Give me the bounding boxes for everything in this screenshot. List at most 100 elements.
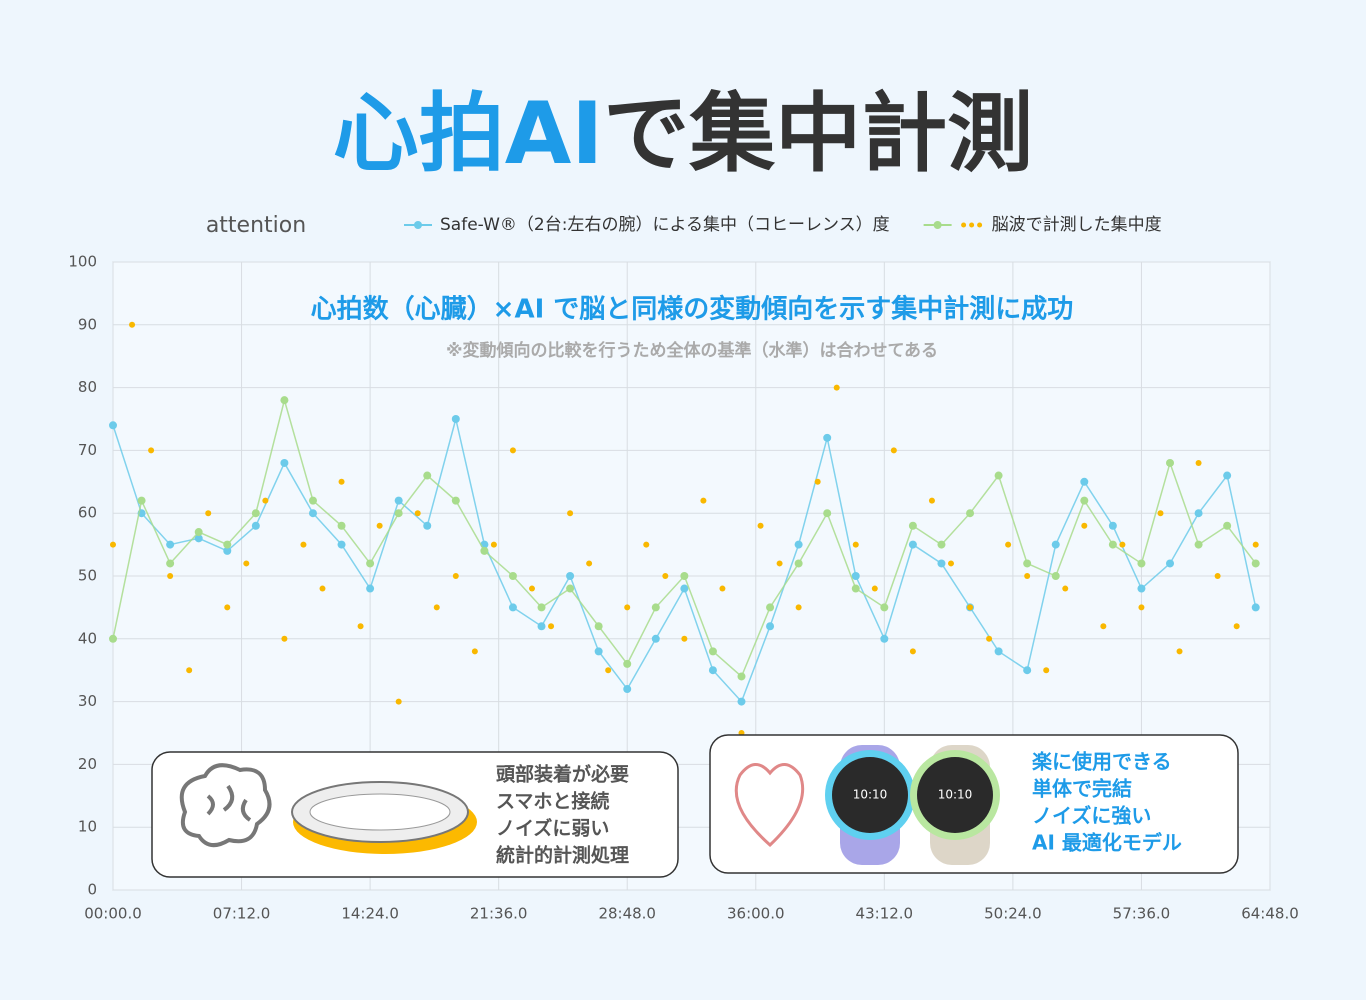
point (1080, 477, 1089, 486)
point (194, 528, 203, 537)
point (766, 622, 775, 631)
dot (814, 478, 821, 485)
point (737, 672, 746, 681)
point (1194, 540, 1203, 549)
dot (224, 604, 231, 611)
dot (338, 478, 345, 485)
point (223, 540, 232, 549)
point (594, 622, 603, 631)
dot (433, 604, 440, 611)
point (166, 559, 175, 568)
dot (1138, 604, 1145, 611)
note: ※変動傾向の比較を行うため全体の基準（水準）は合わせてある (446, 340, 938, 361)
svg-text:10:10: 10:10 (853, 788, 888, 802)
dot (300, 541, 307, 548)
card-line: 頭部装着が必要 (496, 763, 629, 786)
y-tick-label: 10 (78, 818, 97, 836)
dot (719, 585, 726, 592)
dot (1252, 541, 1259, 548)
point (1108, 521, 1117, 530)
legend-marker (414, 221, 422, 229)
dot (167, 573, 174, 579)
dot (509, 447, 516, 454)
dot (1100, 623, 1107, 630)
dot (586, 560, 593, 567)
point (737, 697, 746, 706)
dot (1024, 573, 1031, 579)
brain-icon (179, 763, 272, 848)
x-tick-label: 50:24.0 (984, 905, 1042, 923)
point (708, 647, 717, 656)
point (166, 540, 175, 549)
dot (852, 541, 859, 548)
x-tick-label: 43:12.0 (856, 905, 914, 923)
dot (490, 541, 497, 548)
dot (757, 522, 764, 529)
legend-marker (933, 221, 942, 229)
point (1166, 559, 1175, 568)
dot (700, 497, 707, 504)
dot (281, 635, 288, 642)
title-rest: で集中計測 (603, 84, 1033, 184)
point (394, 496, 403, 505)
y-tick-label: 30 (78, 692, 97, 710)
legend-label: 脳波で計測した集中度 (992, 215, 1162, 235)
dot (1081, 522, 1088, 529)
dot (319, 585, 326, 592)
point (994, 647, 1003, 656)
point (423, 471, 432, 480)
point (823, 433, 832, 442)
point (937, 559, 946, 568)
dot (395, 698, 402, 705)
point (623, 659, 632, 668)
x-tick-label: 07:12.0 (213, 905, 271, 923)
dot (1233, 623, 1240, 630)
headline: 心拍数（心臓）×AI で脳と同様の変動傾向を示す集中計測に成功 (311, 294, 1074, 325)
dot (186, 667, 193, 674)
point (794, 559, 803, 568)
y-tick-label: 0 (87, 881, 97, 899)
dot (662, 573, 669, 579)
dot (967, 604, 974, 611)
dot (262, 497, 269, 504)
dot (624, 604, 631, 611)
dot (528, 585, 535, 592)
point (1137, 559, 1146, 568)
dot (548, 623, 555, 630)
dot (909, 648, 916, 655)
point (223, 546, 232, 555)
point (1080, 496, 1089, 505)
watch-image: 10:10 10:10 (825, 745, 1000, 865)
legend-marker (961, 222, 967, 228)
point (851, 584, 860, 593)
page-title: 心拍AIで集中計測 (333, 84, 1034, 184)
dot (205, 510, 212, 517)
dot (947, 560, 954, 567)
point (280, 396, 289, 405)
point (109, 634, 117, 643)
point (908, 521, 917, 530)
y-tick-label: 80 (78, 378, 97, 396)
dot (1119, 541, 1126, 548)
heart-icon (734, 763, 805, 848)
point (308, 509, 317, 518)
point (1023, 666, 1032, 675)
point (1051, 540, 1060, 549)
x-tick-label: 64:48.0 (1241, 905, 1299, 923)
point (908, 540, 917, 549)
dot (681, 635, 688, 642)
point (651, 603, 660, 612)
card-line: ノイズに弱い (496, 817, 609, 840)
title-highlight: 心拍AI (333, 84, 604, 184)
point (594, 647, 603, 656)
point (851, 572, 860, 580)
point (251, 521, 260, 530)
dot (243, 560, 250, 567)
svg-text:10:10: 10:10 (938, 788, 973, 802)
point (251, 509, 260, 518)
point (623, 685, 632, 694)
point (537, 603, 546, 612)
